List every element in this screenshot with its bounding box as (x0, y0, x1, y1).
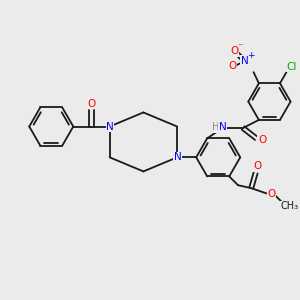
Text: O: O (230, 46, 238, 56)
Text: O: O (268, 189, 276, 199)
Text: O: O (228, 61, 237, 71)
Text: N: N (106, 122, 114, 131)
Text: O: O (87, 99, 96, 109)
Text: N: N (174, 152, 181, 162)
Text: N: N (241, 56, 249, 66)
Text: +: + (247, 51, 254, 60)
Text: N: N (219, 122, 226, 132)
Text: H: H (212, 122, 220, 132)
Text: CH₃: CH₃ (280, 201, 298, 211)
Text: Cl: Cl (286, 62, 297, 72)
Text: ⁻: ⁻ (237, 42, 242, 52)
Text: O: O (258, 135, 266, 145)
Text: O: O (253, 161, 261, 171)
